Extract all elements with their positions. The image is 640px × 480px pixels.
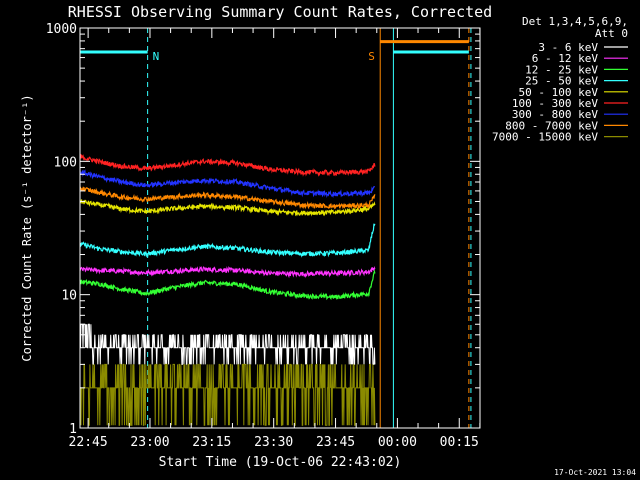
x-tick-label-1: 23:00 [130,435,169,450]
series-line-3 [79,223,376,258]
x-tick-label-0: 22:45 [69,435,108,450]
plot-frame [79,27,481,429]
legend-label-5: 100 - 300 keV [512,97,598,110]
x-tick-label-2: 23:15 [192,435,231,450]
y-tick-label-0: 1 [69,422,77,437]
legend-label-3: 25 - 50 keV [525,75,598,88]
legend-label-2: 12 - 25 keV [525,63,598,76]
series-line-2 [79,269,376,301]
x-tick-label-4: 23:45 [316,435,355,450]
chart-title: RHESSI Observing Summary Count Rates, Co… [68,3,492,21]
series-line-0 [79,323,376,365]
series-line-1 [79,265,376,279]
x-tick-label-6: 00:15 [440,435,479,450]
series-line-8 [80,363,376,426]
y-tick-label-3: 1000 [46,22,77,37]
legend-label-8: 7000 - 15000 keV [492,131,598,144]
x-tick-label-3: 23:30 [254,435,293,450]
x-tick-label-5: 00:00 [378,435,417,450]
series-line-6 [79,169,376,199]
legend-label-4: 50 - 100 keV [519,86,599,99]
legend-header-0: Det 1,3,4,5,6,9, [522,15,628,28]
footer-date: 17-Oct-2021 13:04 [554,468,636,477]
axes: 1 10 100 1000 22:45 23:00 23:15 23:30 23:45 00:00… [46,22,481,450]
series-line-4 [79,199,376,217]
y-tick-label-1: 10 [61,289,77,304]
legend-label-0: 3 - 6 keV [538,41,598,54]
annotation-S: S [368,50,375,63]
annotation-N: N [153,50,160,63]
legend-label-1: 6 - 12 keV [532,52,599,65]
legend-label-7: 800 - 7000 keV [505,119,598,132]
series-line-7 [79,185,376,210]
legend-header-1: Att 0 [595,27,628,40]
y-axis-label: Corrected Count Rate (s⁻¹ detector⁻¹) [20,94,34,361]
legend-label-6: 300 - 800 keV [512,108,598,121]
series-line-5 [79,153,376,177]
y-tick-label-2: 100 [54,155,77,170]
x-axis-label: Start Time (19-Oct-06 22:43:02) [159,455,402,470]
